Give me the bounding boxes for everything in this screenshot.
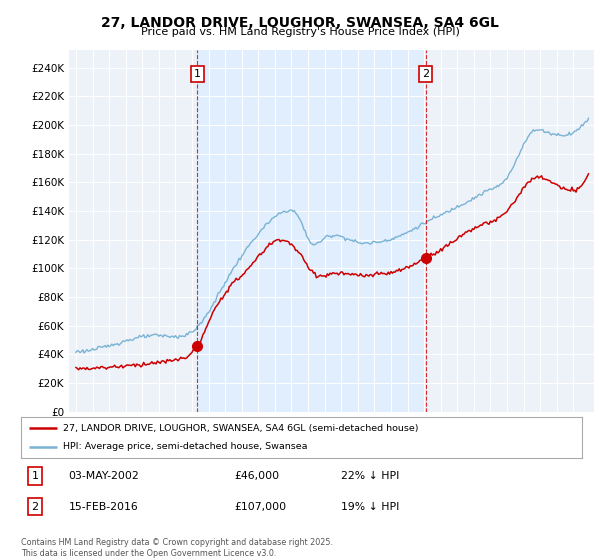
Text: 2: 2 [422,69,429,79]
Text: £46,000: £46,000 [234,471,280,481]
Bar [197,50,425,412]
Text: HPI: Average price, semi-detached house, Swansea: HPI: Average price, semi-detached house,… [63,442,308,451]
Text: Price paid vs. HM Land Registry's House Price Index (HPI): Price paid vs. HM Land Registry's House … [140,27,460,37]
Text: 15-FEB-2016: 15-FEB-2016 [68,502,139,512]
Text: Contains HM Land Registry data © Crown copyright and database right 2025.
This d: Contains HM Land Registry data © Crown c… [21,538,333,558]
Text: 27, LANDOR DRIVE, LOUGHOR, SWANSEA, SA4 6GL (semi-detached house): 27, LANDOR DRIVE, LOUGHOR, SWANSEA, SA4 … [63,423,419,432]
Text: 1: 1 [32,471,38,481]
Text: 03-MAY-2002: 03-MAY-2002 [68,471,139,481]
Text: 2: 2 [31,502,38,512]
Text: 22% ↓ HPI: 22% ↓ HPI [341,471,399,481]
Text: £107,000: £107,000 [234,502,286,512]
Text: 19% ↓ HPI: 19% ↓ HPI [341,502,399,512]
Text: 1: 1 [194,69,201,79]
Text: 27, LANDOR DRIVE, LOUGHOR, SWANSEA, SA4 6GL: 27, LANDOR DRIVE, LOUGHOR, SWANSEA, SA4 … [101,16,499,30]
